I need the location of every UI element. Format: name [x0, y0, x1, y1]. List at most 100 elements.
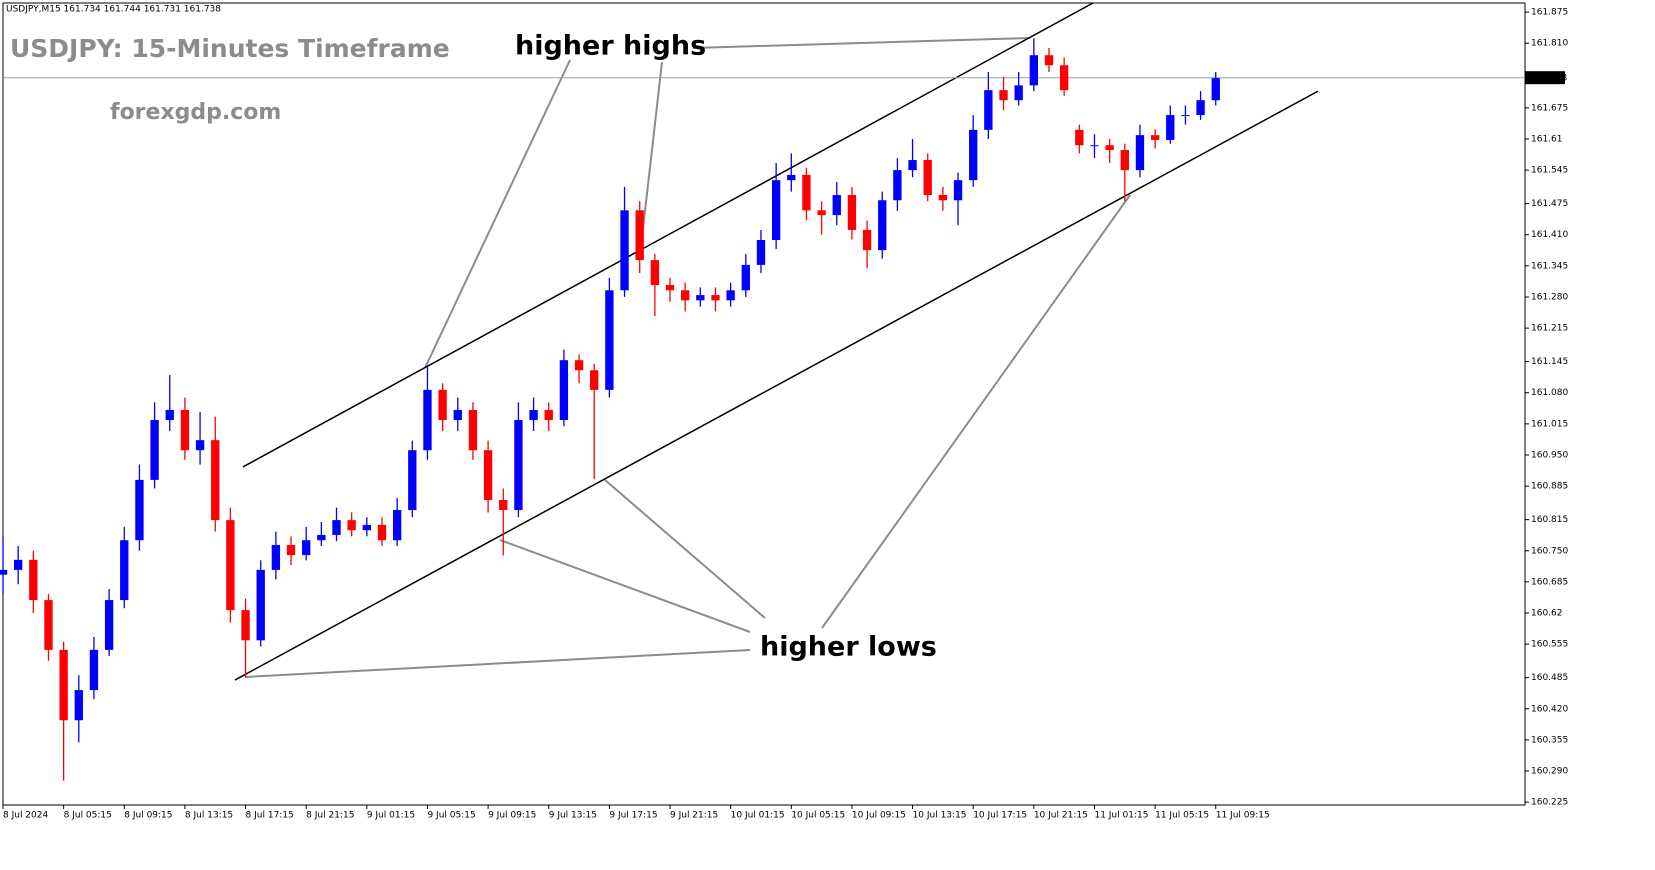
pointer: [692, 37, 1031, 49]
candle-body: [13, 559, 23, 570]
candle-body: [726, 290, 735, 301]
y-tick-label: 161.145: [1531, 357, 1568, 367]
candle-body: [408, 450, 417, 511]
candle-body: [953, 180, 963, 201]
candle-body: [1150, 135, 1160, 140]
candle-body: [756, 240, 766, 265]
candle-body: [817, 210, 826, 216]
y-tick-label: 161.875: [1531, 8, 1568, 18]
x-tick-label: 9 Jul 05:15: [427, 811, 475, 821]
candle-body: [135, 479, 144, 541]
y-tick-label: 161.810: [1531, 39, 1568, 49]
trend-line: [242, 2, 1094, 468]
x-tick-label: 8 Jul 2024: [3, 811, 48, 821]
y-tick-label: 160.225: [1531, 798, 1568, 808]
candle-body: [787, 174, 796, 181]
candle-body: [1166, 115, 1175, 140]
candle-body: [120, 540, 129, 601]
plot-frame: [2, 2, 1526, 806]
candle-body: [847, 195, 857, 230]
x-tick-label: 10 Jul 01:15: [731, 811, 785, 821]
candle-body: [241, 610, 250, 641]
chart-label: USDJPY,M15 161.734 161.744 161.731 161.7…: [6, 5, 221, 15]
candle-body: [529, 409, 538, 421]
candle-body: [681, 290, 690, 301]
x-tick-label: 10 Jul 09:15: [852, 811, 906, 821]
pointer: [604, 479, 766, 619]
candle-body: [1044, 55, 1054, 66]
candle-body: [741, 264, 750, 291]
candle-body: [1196, 100, 1205, 116]
candle-body: [1090, 145, 1099, 147]
y-tick-label: 160.355: [1531, 735, 1568, 745]
candle-body: [44, 600, 53, 650]
candle-body: [1059, 65, 1069, 91]
y-tick-label: 161.410: [1531, 230, 1568, 240]
x-tick-label: 8 Jul 17:15: [246, 811, 294, 821]
candle-body: [559, 360, 569, 421]
candle-body: [1105, 145, 1114, 150]
x-tick-label: 11 Jul 09:15: [1216, 811, 1270, 821]
chart-subtitle: forexgdp.com: [110, 100, 281, 125]
candle-body: [514, 420, 523, 511]
y-tick-label: 161.015: [1531, 419, 1568, 429]
y-tick-label: 160.420: [1531, 704, 1568, 714]
candle-body: [256, 569, 265, 641]
y-tick-label: 160.885: [1531, 482, 1568, 492]
candle-body: [590, 370, 599, 390]
candle-body: [347, 520, 356, 531]
candle-body: [286, 545, 296, 556]
candle-body: [1014, 85, 1023, 101]
candle-body: [29, 559, 38, 601]
candle-body: [317, 534, 326, 541]
candle-body: [1181, 115, 1190, 117]
candle-body: [605, 290, 614, 390]
x-tick-label: 9 Jul 17:15: [609, 811, 657, 821]
x-tick-label: 9 Jul 01:15: [367, 811, 415, 821]
candle-body: [1135, 135, 1145, 171]
candle-body: [544, 409, 553, 421]
x-tick-label: 8 Jul 21:15: [306, 811, 354, 821]
candle-body: [696, 295, 705, 301]
candle-body: [650, 260, 660, 286]
y-tick-label: 161.215: [1531, 324, 1568, 334]
candle-body: [150, 420, 159, 480]
candle-body: [771, 180, 781, 241]
candle-body: [665, 285, 675, 291]
candle-body: [984, 90, 993, 130]
x-tick-label: 8 Jul 05:15: [64, 811, 112, 821]
candle-body: [1029, 55, 1039, 86]
candle-body: [332, 520, 341, 535]
x-tick-label: 8 Jul 13:15: [185, 811, 233, 821]
y-tick-label: 161.675: [1531, 103, 1568, 113]
candle-body: [923, 160, 932, 196]
candle-body: [635, 210, 644, 261]
candle-body: [89, 649, 99, 691]
candle-body: [453, 409, 462, 421]
pointer: [499, 539, 751, 633]
candle-body: [302, 540, 311, 556]
y-tick-label: 160.555: [1531, 640, 1568, 650]
candle-body: [104, 600, 114, 650]
candle-body: [0, 569, 8, 575]
y-tick-label: 161.475: [1531, 199, 1568, 209]
candle-body: [483, 450, 493, 501]
candle-body: [423, 389, 432, 451]
x-tick-label: 9 Jul 09:15: [488, 811, 536, 821]
candle-body: [226, 520, 235, 611]
candle-body: [832, 195, 841, 216]
y-tick-label: 161.345: [1531, 261, 1568, 271]
price-label-box: [1525, 71, 1565, 85]
candle-body: [195, 440, 205, 451]
candle-body: [1211, 78, 1220, 101]
candle-body: [862, 229, 872, 251]
x-tick-label: 10 Jul 05:15: [791, 811, 845, 821]
x-tick-label: 8 Jul 09:15: [124, 811, 172, 821]
candle-body: [802, 174, 811, 211]
candle-body: [620, 210, 629, 291]
pointer: [821, 194, 1131, 629]
y-tick-label: 161.280: [1531, 292, 1568, 302]
x-tick-label: 9 Jul 21:15: [670, 811, 718, 821]
pointer: [424, 59, 571, 369]
candle-body: [438, 389, 447, 421]
